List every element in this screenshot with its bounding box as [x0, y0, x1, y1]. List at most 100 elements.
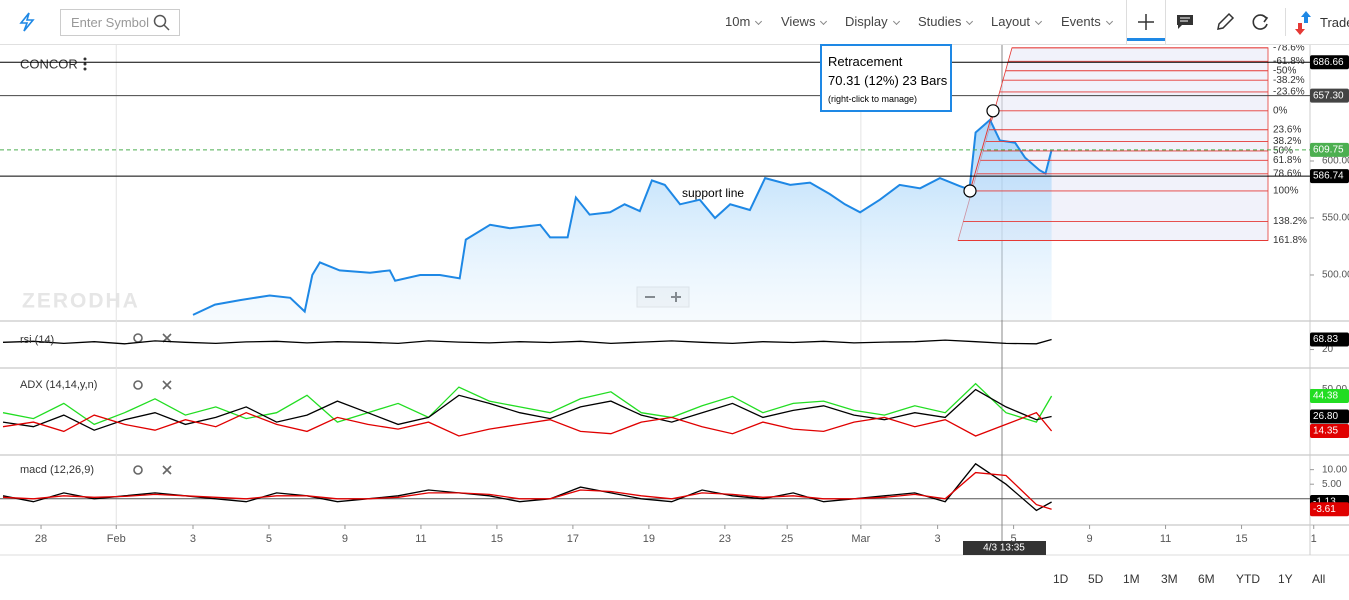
close-icon[interactable] — [162, 465, 172, 475]
indicator-value-tag — [1310, 388, 1349, 403]
x-tick-label: Mar — [851, 533, 870, 545]
x-tick-label: 23 — [719, 533, 731, 545]
draw-icon[interactable] — [1215, 12, 1235, 32]
indicator-line — [2, 388, 1052, 431]
indicator-value-tag — [1310, 423, 1349, 438]
range-button[interactable]: All — [1312, 572, 1326, 586]
annotation: support line — [682, 186, 744, 200]
indicator-value-tag — [1310, 332, 1349, 347]
indicator-line — [2, 411, 1053, 437]
interval-menu[interactable]: 10m — [725, 14, 761, 29]
range-button[interactable]: 3M — [1161, 572, 1178, 586]
indicator-value-label: 68.83 — [1313, 334, 1338, 345]
x-tick-label: 9 — [342, 533, 348, 545]
crosshair-toggle[interactable] — [1126, 0, 1166, 44]
x-tick-label: 15 — [1235, 533, 1247, 545]
fib-anchor — [963, 184, 977, 198]
indicator-title: rsi (14) — [20, 334, 54, 346]
range-button[interactable]: 1Y — [1278, 572, 1293, 586]
crosshair-tag — [963, 541, 1046, 555]
indicator-value-label: -1.13 — [1313, 497, 1336, 508]
symbol: CONCOR — [20, 56, 78, 71]
refresh-icon[interactable] — [1251, 12, 1271, 32]
crosshair-label: 4/3 13:35 — [983, 543, 1025, 554]
fib-label: 161.8% — [1273, 235, 1307, 246]
fib-label: 100% — [1273, 186, 1299, 197]
indicator-value-tag — [1310, 409, 1349, 424]
indicator-title: ADX (14,14,y,n) — [20, 379, 97, 391]
fib-label: -78.6% — [1273, 42, 1305, 53]
x-tick-label: 9 — [1087, 533, 1093, 545]
retracement-title: Retracement — [828, 54, 903, 69]
price-line-label: 657.30 — [1313, 90, 1344, 101]
menu-dot — [83, 57, 87, 61]
y-tick-label: 5.00 — [1322, 479, 1342, 490]
comment-icon[interactable] — [1176, 14, 1194, 30]
indicator-line — [2, 462, 1052, 512]
watermark: ZERODHA — [22, 290, 140, 313]
x-tick-label: 19 — [643, 533, 655, 545]
price-line — [192, 118, 1053, 316]
x-tick-label: 5 — [266, 533, 272, 545]
search-placeholder: Enter Symbol — [71, 15, 150, 30]
close-icon[interactable] — [162, 333, 172, 343]
menu-dot — [83, 62, 87, 66]
search-box[interactable]: Enter Symbol — [60, 9, 180, 36]
price-line-label: 586.74 — [1313, 171, 1344, 182]
range-button[interactable]: 5D — [1088, 572, 1104, 586]
fib-label: 0% — [1273, 105, 1288, 116]
y-tick-label: 600.00 — [1322, 156, 1349, 167]
retracement-tooltip: Retracement 70.31 (12%) 23 Bars (right-c… — [820, 44, 952, 112]
x-tick-label: 28 — [35, 533, 47, 545]
studies-menu[interactable]: Studies — [918, 14, 972, 29]
trade-button[interactable]: Trade — [1320, 15, 1349, 30]
price-line-tag — [1310, 169, 1349, 184]
range-button[interactable]: 6M — [1198, 572, 1215, 586]
indicator-value-label: 14.35 — [1313, 426, 1338, 437]
indicator-line — [2, 382, 1053, 426]
range-button[interactable]: 1M — [1123, 572, 1140, 586]
settings-icon[interactable] — [133, 465, 143, 475]
indicator-title: macd (12,26,9) — [20, 464, 94, 476]
settings-icon[interactable] — [133, 333, 143, 343]
close-icon[interactable] — [162, 380, 172, 390]
fib-label: -23.6% — [1273, 87, 1305, 98]
separator — [1285, 8, 1286, 36]
indicator-value-label: 26.80 — [1313, 411, 1338, 422]
indicator-value-label: 44.38 — [1313, 391, 1338, 402]
range-button[interactable]: 1D — [1053, 572, 1069, 586]
y-tick-label: 20 — [1322, 344, 1334, 355]
events-menu[interactable]: Events — [1061, 14, 1112, 29]
x-tick-label: 5 — [1011, 533, 1017, 545]
trade-icon[interactable] — [1294, 10, 1312, 36]
fib-label: 78.6% — [1273, 168, 1301, 179]
toolbar: Enter Symbol 10m Views Display Studies L… — [0, 0, 1349, 45]
y-tick-label: 500.00 — [1322, 270, 1349, 281]
x-tick-label: 1 — [1311, 533, 1317, 545]
settings-icon[interactable] — [133, 380, 143, 390]
x-tick-label: 3 — [190, 533, 196, 545]
fib-anchor — [986, 104, 1000, 118]
retracement-detail: 70.31 (12%) 23 Bars — [828, 73, 948, 88]
last-price-label: 609.75 — [1313, 145, 1344, 156]
range-button[interactable]: YTD — [1236, 572, 1260, 586]
last-price-tag — [1310, 142, 1349, 157]
y-tick-label: 10.00 — [1322, 464, 1347, 475]
x-tick-label: 11 — [415, 533, 426, 545]
menu-dot — [83, 67, 87, 71]
x-tick-label: 11 — [1160, 533, 1171, 545]
fib-label: 138.2% — [1273, 216, 1307, 227]
search-icon[interactable] — [153, 14, 171, 32]
x-tick-label: 15 — [491, 533, 503, 545]
layout-menu[interactable]: Layout — [991, 14, 1041, 29]
display-menu[interactable]: Display — [845, 14, 899, 29]
panel-icons — [133, 333, 172, 475]
fib-label: 50% — [1273, 146, 1293, 157]
x-tick-label: 25 — [781, 533, 793, 545]
logo-icon[interactable] — [18, 12, 36, 32]
price-line-label: 686.66 — [1313, 57, 1344, 68]
indicator-value-label: -3.61 — [1313, 504, 1336, 515]
views-menu[interactable]: Views — [781, 14, 826, 29]
